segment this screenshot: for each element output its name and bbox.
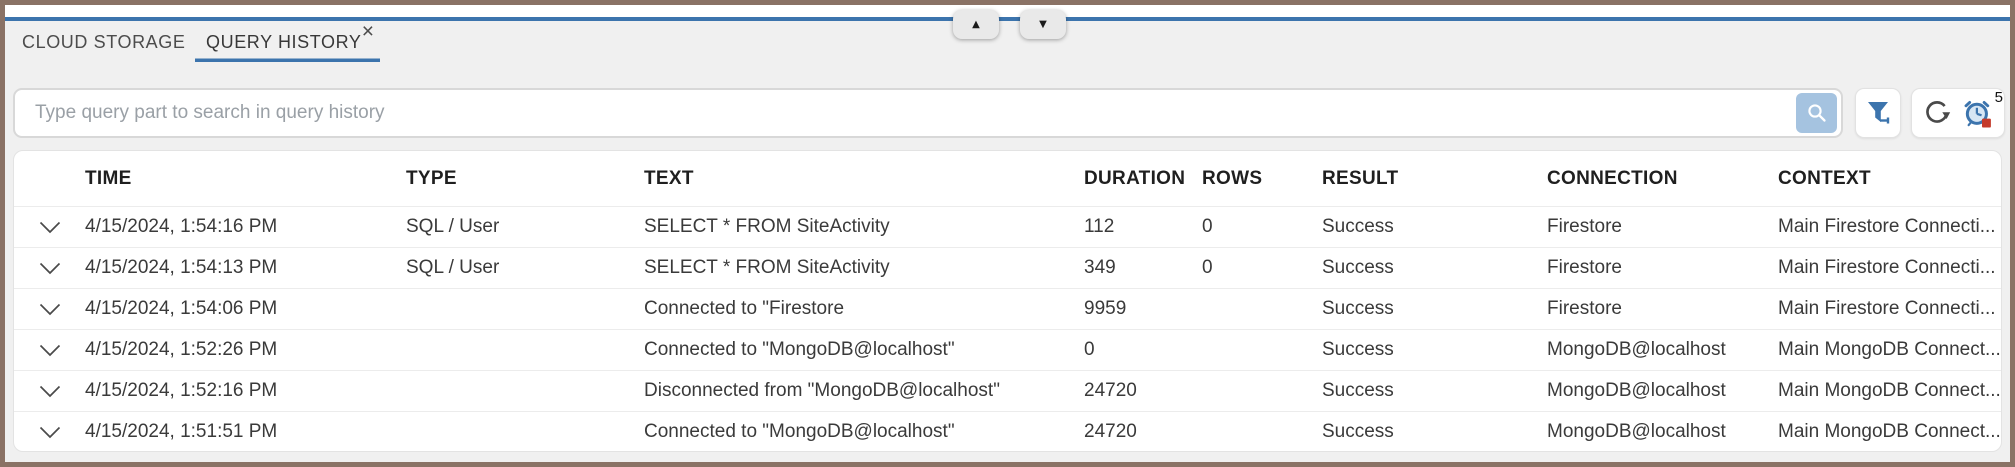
up-arrow-icon: ▲ xyxy=(972,19,980,30)
cell-context: Main MongoDB Connect... xyxy=(1778,339,2001,360)
down-arrow-icon: ▼ xyxy=(1039,19,1047,30)
refresh-icon xyxy=(1922,98,1952,128)
cell-result: Success xyxy=(1322,339,1394,360)
cell-result: Success xyxy=(1322,298,1394,319)
col-connection[interactable]: CONNECTION xyxy=(1547,167,1678,189)
cell-type: SQL / User xyxy=(406,257,500,278)
row-expander xyxy=(14,426,85,439)
panel-scroll-controls: ▲ ▼ xyxy=(953,10,1066,39)
close-icon[interactable]: × xyxy=(361,20,374,43)
cell-connection: Firestore xyxy=(1547,257,1622,278)
cell-connection: MongoDB@localhost xyxy=(1547,339,1726,360)
cell-connection: Firestore xyxy=(1547,216,1622,237)
cell-context: Main Firestore Connecti... xyxy=(1778,298,1996,319)
row-expander xyxy=(14,262,85,275)
filter-icon xyxy=(1863,98,1893,128)
timer-count-badge: 5 xyxy=(1994,89,2003,106)
cell-context: Main MongoDB Connect... xyxy=(1778,380,2001,401)
cell-connection: MongoDB@localhost xyxy=(1547,421,1726,442)
cell-time: 4/15/2024, 1:52:26 PM xyxy=(85,339,278,360)
filter-button[interactable] xyxy=(1855,88,1901,138)
col-result[interactable]: RESULT xyxy=(1322,167,1399,189)
cell-duration: 24720 xyxy=(1084,421,1137,442)
search-box xyxy=(13,88,1843,138)
refresh-button[interactable] xyxy=(1922,98,1952,128)
cell-result: Success xyxy=(1322,380,1394,401)
col-type[interactable]: TYPE xyxy=(406,167,457,189)
cell-connection: MongoDB@localhost xyxy=(1547,380,1726,401)
cell-rows: 0 xyxy=(1202,257,1213,278)
cell-duration: 9959 xyxy=(1084,298,1127,319)
table-row[interactable]: 4/15/2024, 1:54:06 PM Connected to "Fire… xyxy=(14,288,2001,329)
table-row[interactable]: 4/15/2024, 1:54:16 PM SQL / User SELECT … xyxy=(14,206,2001,247)
chevron-down-icon[interactable] xyxy=(39,262,61,275)
cell-duration: 0 xyxy=(1084,339,1095,360)
tab-label: QUERY HISTORY xyxy=(206,32,362,52)
chevron-down-icon[interactable] xyxy=(39,385,61,398)
tab-cloud-storage[interactable]: CLOUD STORAGE xyxy=(18,23,190,62)
col-context[interactable]: CONTEXT xyxy=(1778,167,1871,189)
top-divider xyxy=(5,17,2010,21)
cell-rows: 0 xyxy=(1202,216,1213,237)
row-expander xyxy=(14,344,85,357)
timer-settings-button[interactable]: 5 xyxy=(1962,89,2003,128)
col-rows[interactable]: ROWS xyxy=(1202,167,1263,189)
chevron-down-icon[interactable] xyxy=(39,221,61,234)
col-time[interactable]: TIME xyxy=(85,167,132,189)
chevron-down-icon[interactable] xyxy=(39,303,61,316)
table-row[interactable]: 4/15/2024, 1:52:26 PM Connected to "Mong… xyxy=(14,329,2001,370)
cell-result: Success xyxy=(1322,216,1394,237)
scroll-down-button[interactable]: ▼ xyxy=(1020,10,1066,39)
tab-label: CLOUD STORAGE xyxy=(22,32,186,52)
cell-time: 4/15/2024, 1:54:16 PM xyxy=(85,216,278,237)
cell-text: Connected to "MongoDB@localhost" xyxy=(644,421,955,442)
cell-duration: 349 xyxy=(1084,257,1116,278)
query-history-content: CLOUD STORAGE QUERY HISTORY × xyxy=(5,21,2010,462)
cell-duration: 24720 xyxy=(1084,380,1137,401)
tab-query-history[interactable]: QUERY HISTORY × xyxy=(195,20,380,62)
cell-text: SELECT * FROM SiteActivity xyxy=(644,257,890,278)
col-duration[interactable]: DURATION xyxy=(1084,167,1186,189)
row-expander xyxy=(14,303,85,316)
cell-context: Main MongoDB Connect... xyxy=(1778,421,2001,442)
chevron-down-icon[interactable] xyxy=(39,344,61,357)
cell-time: 4/15/2024, 1:51:51 PM xyxy=(85,421,278,442)
row-expander xyxy=(14,385,85,398)
panel-inner: ▲ ▼ CLOUD STORAGE QUERY HISTORY × xyxy=(5,5,2010,462)
scroll-up-button[interactable]: ▲ xyxy=(953,10,999,39)
chevron-down-icon[interactable] xyxy=(39,426,61,439)
cell-text: Connected to "MongoDB@localhost" xyxy=(644,339,955,360)
cell-result: Success xyxy=(1322,421,1394,442)
search-button[interactable] xyxy=(1796,93,1837,133)
table-row[interactable]: 4/15/2024, 1:51:51 PM Connected to "Mong… xyxy=(14,411,2001,451)
cell-text: Connected to "Firestore xyxy=(644,298,845,319)
cell-connection: Firestore xyxy=(1547,298,1622,319)
table-body: 4/15/2024, 1:54:16 PM SQL / User SELECT … xyxy=(14,206,2001,451)
cell-result: Success xyxy=(1322,257,1394,278)
cell-time: 4/15/2024, 1:52:16 PM xyxy=(85,380,278,401)
query-history-table: TIME TYPE TEXT DURATION ROWS RESULT CONN… xyxy=(13,150,2002,452)
row-expander xyxy=(14,221,85,234)
alarm-clock-icon xyxy=(1962,98,1994,128)
cell-context: Main Firestore Connecti... xyxy=(1778,257,1996,278)
table-header-row: TIME TYPE TEXT DURATION ROWS RESULT CONN… xyxy=(14,151,2001,206)
history-tools: 5 xyxy=(1911,88,2005,138)
search-input[interactable] xyxy=(15,90,1796,136)
search-icon xyxy=(1805,101,1829,125)
cell-duration: 112 xyxy=(1084,216,1115,237)
cell-context: Main Firestore Connecti... xyxy=(1778,216,1996,237)
cell-time: 4/15/2024, 1:54:06 PM xyxy=(85,298,278,319)
col-text[interactable]: TEXT xyxy=(644,167,694,189)
cell-type: SQL / User xyxy=(406,216,500,237)
cell-text: Disconnected from "MongoDB@localhost" xyxy=(644,380,1000,401)
table-row[interactable]: 4/15/2024, 1:54:13 PM SQL / User SELECT … xyxy=(14,247,2001,288)
cell-time: 4/15/2024, 1:54:13 PM xyxy=(85,257,278,278)
table-row[interactable]: 4/15/2024, 1:52:16 PM Disconnected from … xyxy=(14,370,2001,411)
cell-text: SELECT * FROM SiteActivity xyxy=(644,216,890,237)
